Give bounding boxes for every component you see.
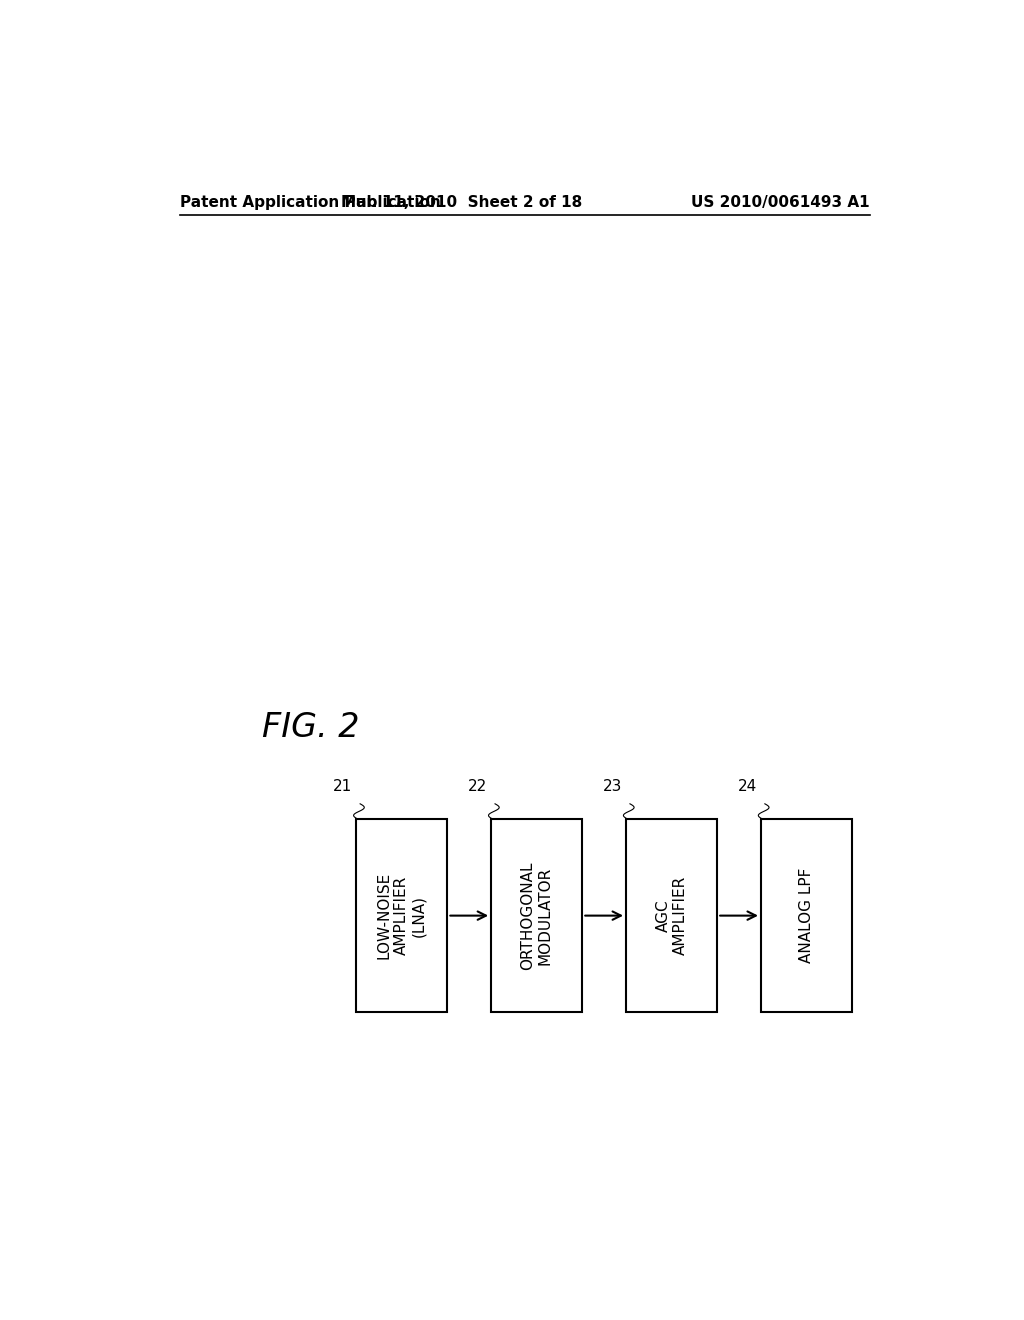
Text: 24: 24 bbox=[737, 779, 757, 793]
Text: FIG. 2: FIG. 2 bbox=[262, 711, 359, 744]
Text: 22: 22 bbox=[468, 779, 487, 793]
Bar bbox=[356, 818, 447, 1012]
Text: Mar. 11, 2010  Sheet 2 of 18: Mar. 11, 2010 Sheet 2 of 18 bbox=[341, 194, 582, 210]
Text: LOW-NOISE
AMPLIFIER
(LNA): LOW-NOISE AMPLIFIER (LNA) bbox=[377, 873, 427, 960]
Text: ORTHOGONAL
MODULATOR: ORTHOGONAL MODULATOR bbox=[520, 862, 553, 970]
Text: Patent Application Publication: Patent Application Publication bbox=[179, 194, 440, 210]
Text: 23: 23 bbox=[603, 779, 622, 793]
Bar bbox=[626, 818, 717, 1012]
Text: ANALOG LPF: ANALOG LPF bbox=[799, 869, 814, 964]
Text: 21: 21 bbox=[333, 779, 352, 793]
Bar bbox=[492, 818, 583, 1012]
Text: AGC
AMPLIFIER: AGC AMPLIFIER bbox=[655, 876, 688, 956]
Text: US 2010/0061493 A1: US 2010/0061493 A1 bbox=[691, 194, 870, 210]
Bar bbox=[761, 818, 852, 1012]
